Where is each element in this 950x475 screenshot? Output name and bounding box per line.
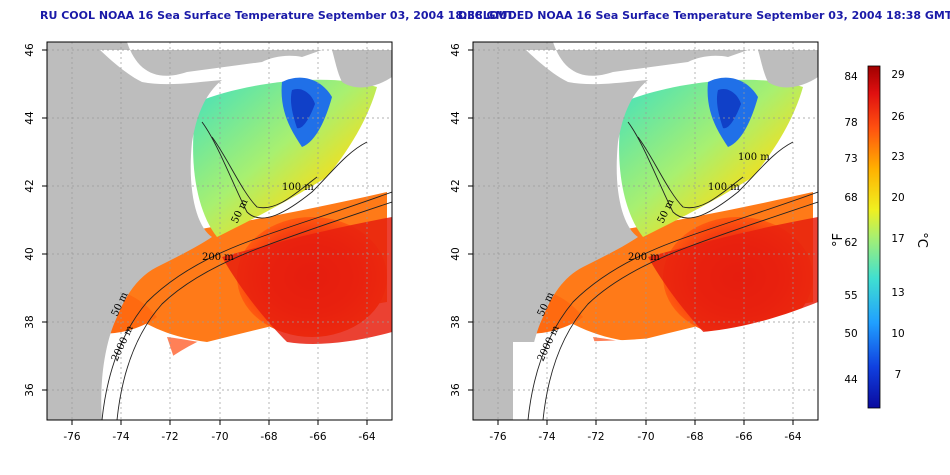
celsius-tick-label: 10 [891,328,904,340]
y-tick-label: 40 [450,247,462,260]
celsius-tick-label: 20 [891,192,904,204]
contour-label: 200 m [202,252,234,263]
gridlines [473,42,818,420]
y-tick-label: 36 [24,383,36,397]
y-tick-label: 40 [24,247,36,260]
x-tick-label: -68 [686,431,703,443]
y-tick-label: 36 [450,383,462,397]
y-tick-label: 42 [24,179,36,192]
x-tick-label: -72 [161,431,178,443]
y-tick-label: 42 [450,179,462,192]
x-tick-label: -74 [112,431,129,443]
celsius-tick-label: 29 [891,69,904,81]
celsius-tick-label: 13 [891,287,904,299]
y-tick-label: 46 [24,43,36,57]
x-tick-label: -70 [211,431,228,443]
y-tick-label: 44 [450,111,462,125]
x-tick-label: -64 [358,431,375,443]
x-tick-label: -70 [637,431,654,443]
x-tick-label: -74 [538,431,555,443]
x-tick-label: -68 [260,431,277,443]
contour-label: 100 m [708,182,740,193]
celsius-tick-label: 23 [891,151,904,163]
fahrenheit-tick-label: 55 [844,290,857,302]
fahrenheit-tick-label: 44 [844,374,858,386]
contour-label: 100 m [738,152,770,163]
x-tick-label: -72 [587,431,604,443]
axis-ticks: -76 -74 -72 -70 -68 -66 -64 36 38 40 42 44 46 -76 -74 -… [24,43,802,443]
celsius-tick-label: 26 [891,111,905,123]
fahrenheit-tick-label: 50 [844,328,857,340]
y-tick-label: 46 [450,43,462,57]
contour-label: 200 m [628,252,660,263]
panel-2-map: 100 m 100 m 50 m 200 m 50 m 2000 m [472,41,819,421]
panel-1-map: 100 m 50 m 200 m 50 m 2000 m [46,41,393,421]
x-tick-label: -66 [735,431,752,443]
bathymetry-contours [527,121,818,420]
x-tick-label: -64 [784,431,801,443]
x-tick-label: -66 [309,431,326,443]
celsius-label: °C [914,232,929,248]
panel-1-title: RU COOL NOAA 16 Sea Surface Temperature … [40,9,514,22]
y-tick-label: 38 [450,315,462,328]
fahrenheit-tick-label: 62 [844,237,857,249]
contour-label: 100 m [282,182,314,193]
colorbar: 84 78 73 68 62 55 50 44 29 26 23 20 17 13 10 7 °F °C [831,65,929,409]
y-tick-label: 44 [24,111,36,125]
celsius-tick-label: 7 [895,369,902,381]
fahrenheit-label: °F [831,233,846,247]
fahrenheit-tick-label: 84 [844,71,858,83]
x-tick-label: -76 [63,431,80,443]
x-tick-label: -76 [489,431,506,443]
fahrenheit-tick-label: 68 [844,192,857,204]
gridlines [47,42,392,420]
fahrenheit-tick-label: 73 [844,153,857,165]
celsius-tick-label: 17 [891,233,904,245]
fahrenheit-tick-label: 78 [844,117,857,129]
y-tick-label: 38 [24,315,36,328]
bathymetry-contours [101,121,392,420]
panel-2-title: DECLOUDED NOAA 16 Sea Surface Temperatur… [458,9,950,22]
